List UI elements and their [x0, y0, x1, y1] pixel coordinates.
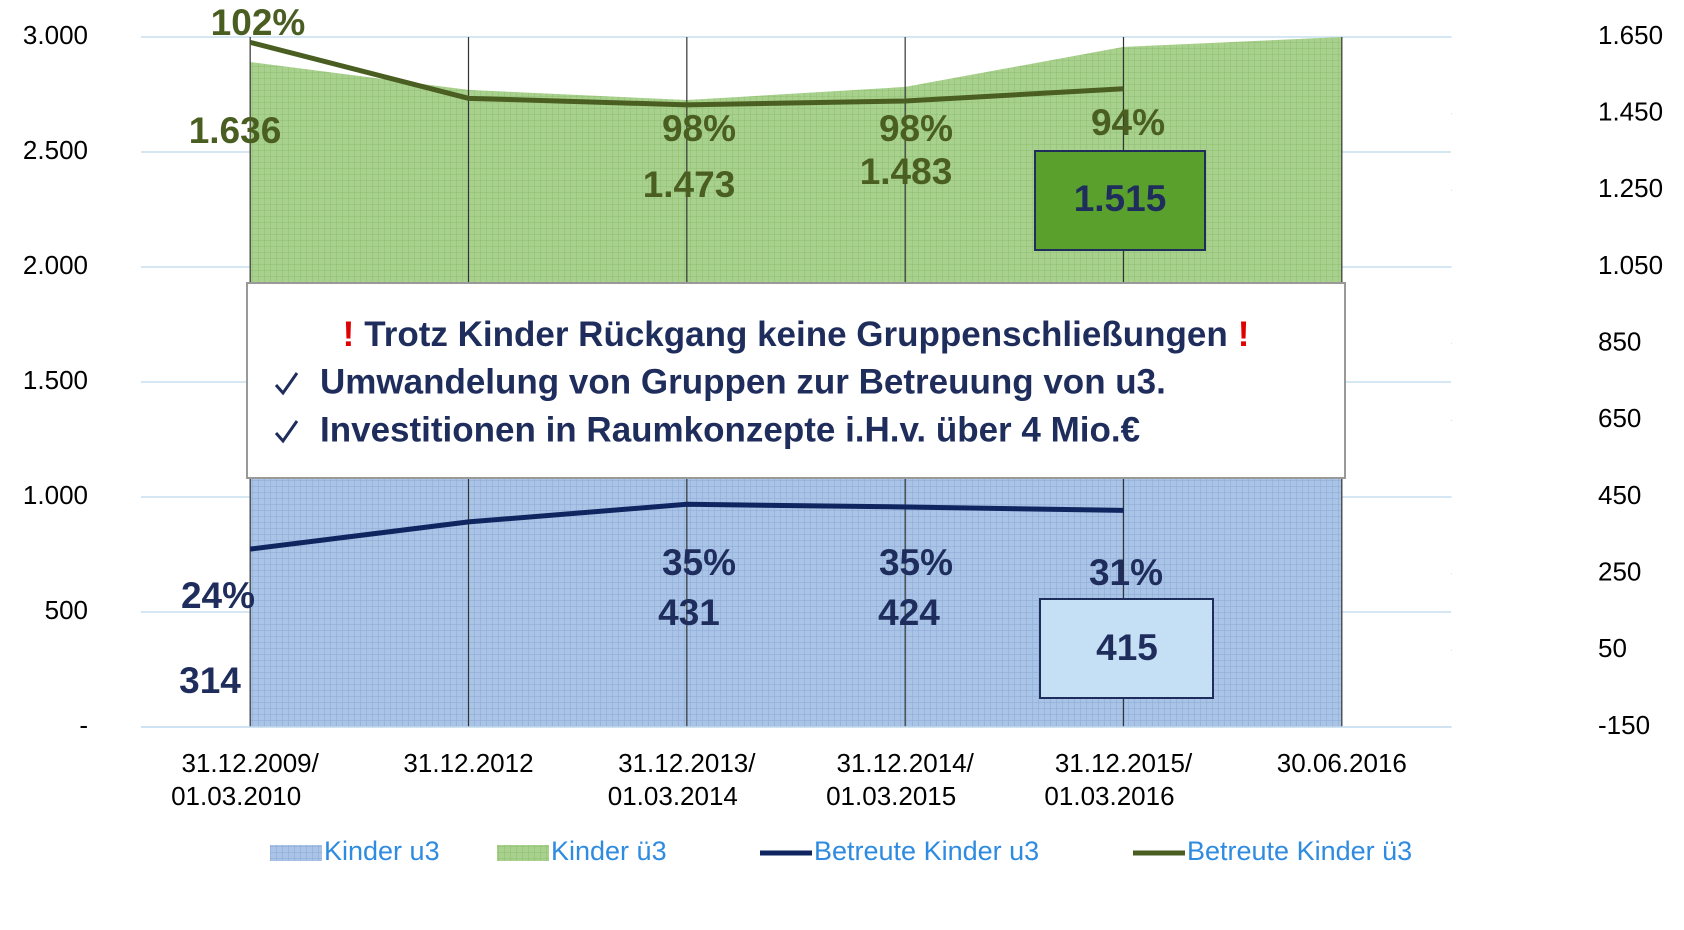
- callout-title: Trotz Kinder Rückgang keine Gruppenschli…: [364, 315, 1227, 354]
- data-labels: 24% 314 35% 431 35% 424 31% 415 102% 1.636 98% 1.47…: [179, 2, 1214, 701]
- y2-tick-label: 1.250: [1598, 173, 1663, 203]
- x-tick-label: 31.12.2013/01.03.2014: [608, 748, 757, 811]
- y-tick-label: 2.500: [23, 135, 88, 165]
- legend-swatch: [270, 845, 322, 861]
- line: [249, 501, 1124, 552]
- y2-tick-label: 450: [1598, 480, 1641, 510]
- line: [249, 39, 1124, 108]
- marker: !: [343, 315, 355, 354]
- value-label: 314: [179, 660, 241, 701]
- y-tick-label: 1.500: [23, 365, 88, 395]
- y-tick-label: 1.000: [23, 480, 88, 510]
- percent-label: 24%: [181, 575, 255, 616]
- percent-label: 35%: [662, 542, 736, 583]
- y-tick-label: -: [79, 710, 88, 740]
- y2-tick-label: 1.650: [1598, 20, 1663, 50]
- legend-label: Kinder u3: [324, 836, 440, 866]
- value-label: 431: [658, 592, 720, 633]
- percent-label: 31%: [1089, 552, 1163, 593]
- y-tick-label: 3.000: [23, 20, 88, 50]
- legend-label: Betreute Kinder ü3: [1187, 836, 1412, 866]
- y2-tick-label: 1.050: [1598, 250, 1663, 280]
- percent-label: 98%: [879, 108, 953, 149]
- percent-label: 35%: [879, 542, 953, 583]
- value-label: 1.636: [189, 110, 282, 151]
- percent-label: 102%: [211, 2, 306, 43]
- value-label: 1.473: [643, 164, 736, 205]
- y-tick-label: 2.000: [23, 250, 88, 280]
- callout: ! Trotz Kinder Rückgang keine Gruppenschl…: [246, 282, 1346, 479]
- label-box: [1034, 150, 1206, 251]
- value-label: 415: [1096, 627, 1158, 668]
- y2-tick-label: 1.450: [1598, 97, 1663, 127]
- x-tick-label: 31.12.2015/01.03.2016: [1044, 748, 1193, 811]
- y-tick-label: 500: [45, 595, 88, 625]
- y2-tick-label: 50: [1598, 633, 1627, 663]
- check-icon: [274, 372, 299, 396]
- legend-swatch: [497, 845, 549, 861]
- legend-label: Kinder ü3: [551, 836, 667, 866]
- callout-item: Umwandelung von Gruppen zur Betreuung vo…: [320, 362, 1166, 401]
- x-tick-label: 31.12.2014/01.03.2015: [826, 748, 975, 811]
- label-box: [1039, 598, 1214, 699]
- value-label: 1.483: [860, 151, 953, 192]
- y2-tick-label: -150: [1598, 710, 1650, 740]
- callout-title-line: ! Trotz Kinder Rückgang keine Gruppenschl…: [343, 315, 1250, 354]
- callout-box: [246, 282, 1346, 479]
- x-axis: - 500 1.000 1.500 2.000 2.500 3.000 -150 50 250 45…: [23, 20, 1663, 811]
- x-tick-label: 31.12.2009/01.03.2010: [171, 748, 320, 811]
- x-tick-label: 30.06.2016: [1277, 748, 1407, 778]
- y2-tick-label: 250: [1598, 557, 1641, 587]
- y2-tick-label: 850: [1598, 327, 1641, 357]
- marker: !: [1238, 315, 1250, 354]
- legend: Kinder u3 Kinder ü3 Betreute Kinder u3 Betr…: [270, 836, 1412, 866]
- legend-label: Betreute Kinder u3: [814, 836, 1039, 866]
- percent-label: 98%: [662, 108, 736, 149]
- check-icon: [274, 420, 299, 444]
- y2-tick-label: 650: [1598, 403, 1641, 433]
- callout-item: Investitionen in Raumkonzepte i.H.v. übe…: [320, 410, 1140, 449]
- x-tick-label: 31.12.2012: [403, 748, 533, 778]
- lines: [249, 39, 1124, 552]
- value-label: 424: [878, 592, 940, 633]
- percent-label: 94%: [1091, 102, 1165, 143]
- value-label: 1.515: [1074, 178, 1167, 219]
